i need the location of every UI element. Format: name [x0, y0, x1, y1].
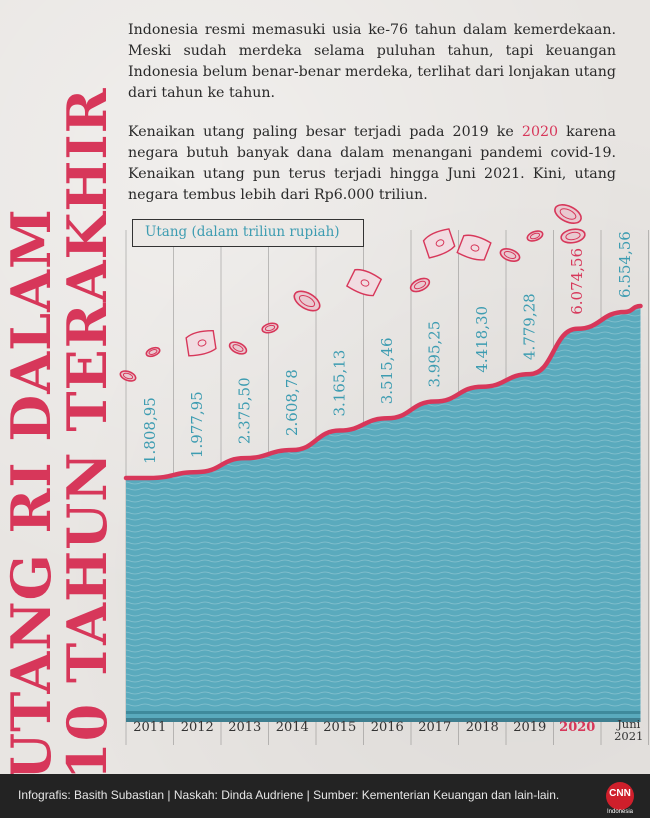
coin-ring — [565, 231, 581, 241]
category-label: 2011 — [133, 720, 166, 735]
banknote-mark — [435, 239, 445, 247]
coin-icon — [261, 322, 279, 334]
coin-face — [560, 228, 586, 244]
cnn-indonesia-logo: CNN Indonesia — [606, 782, 634, 815]
coin-icon — [560, 228, 586, 244]
banknote-body — [456, 234, 492, 261]
coin-ring — [529, 232, 541, 240]
chart-category-labels: 2011 2012 2013 2014 2015 2016 2017 2018 2019 2020… — [133, 717, 643, 743]
value-label: 2.375,50 — [236, 377, 254, 444]
logo-subtext: Indonesia — [606, 809, 634, 815]
category-label: 2013 — [228, 720, 261, 735]
coin-face — [261, 322, 279, 334]
coin-icon — [293, 290, 321, 312]
value-label: 6.074,56 — [568, 248, 586, 315]
chart-value-labels: 1.808,95 1.977,95 2.375,50 2.608,78 3.165,13… — [141, 231, 634, 464]
coin-face — [119, 370, 137, 382]
coin-ring — [232, 344, 244, 352]
value-label: 3.515,46 — [378, 338, 396, 405]
value-label: 4.418,30 — [473, 306, 491, 373]
banknote-mark — [197, 339, 207, 347]
coin-ring — [503, 251, 517, 259]
coin-face — [526, 230, 544, 242]
coin-ring — [148, 349, 158, 355]
banknote-icon — [422, 228, 456, 259]
money-decorations — [119, 204, 586, 382]
logo-text: CNN — [609, 788, 631, 799]
footer-bar: Infografis: Basith Subastian | Naskah: D… — [0, 774, 650, 818]
value-label: 6.554,56 — [616, 231, 634, 298]
coin-face — [409, 277, 431, 293]
value-label: 2.608,78 — [283, 369, 301, 436]
coin-ring — [298, 294, 316, 308]
coin-ring — [413, 280, 427, 290]
value-label: 1.977,95 — [188, 391, 206, 458]
coin-ring — [264, 324, 276, 332]
coin-icon — [228, 341, 248, 355]
coin-icon — [554, 204, 582, 224]
chart-areas — [123, 303, 643, 722]
paragraph2-highlight: 2020 — [521, 124, 559, 140]
category-label: 2018 — [466, 720, 499, 735]
category-label: 2017 — [418, 720, 451, 735]
category-label: 2015 — [323, 720, 356, 735]
category-label: 2016 — [371, 720, 404, 735]
category-label: 2014 — [276, 720, 309, 735]
paragraph2-after: karena negara butuh banyak dana dalam me… — [128, 124, 616, 203]
category-label: Juni — [616, 717, 640, 731]
paragraph2-before: Kenaikan utang paling besar terjadi pada… — [128, 124, 522, 140]
coin-icon — [499, 248, 521, 262]
footer-credits: Infografis: Basith Subastian | Naskah: D… — [18, 788, 560, 802]
banknote-icon — [185, 329, 217, 357]
coin-face — [228, 341, 248, 355]
debt-area-chart: 1.808,95 1.977,95 2.375,50 2.608,78 3.165,13… — [119, 204, 649, 745]
series-line — [123, 303, 643, 481]
coin-icon — [119, 370, 137, 382]
coin-face — [145, 346, 161, 358]
coin-face — [293, 290, 321, 312]
coin-ring — [122, 372, 134, 380]
coin-ring — [559, 208, 577, 220]
intro-paragraph: Indonesia resmi memasuki usia ke-76 tahu… — [128, 22, 616, 101]
pandemic-paragraph: Kenaikan utang paling besar terjadi pada… — [128, 122, 616, 206]
category-label: 2012 — [181, 720, 214, 735]
coin-icon — [526, 230, 544, 242]
banknote-body — [185, 329, 217, 357]
category-label: 2019 — [513, 720, 546, 735]
coin-face — [554, 204, 582, 224]
area-texture — [126, 306, 641, 708]
banknote-body — [345, 268, 383, 297]
banknote-icon — [456, 234, 492, 261]
category-label: 2020 — [559, 720, 595, 735]
coin-face — [499, 248, 521, 262]
coin-icon — [145, 346, 161, 358]
banknote-body — [422, 228, 456, 259]
category-label: 2021 — [614, 729, 643, 743]
value-label: 3.995,25 — [426, 321, 444, 388]
banknote-icon — [345, 268, 383, 297]
chart-legend: Utang (dalam triliun rupiah) — [132, 219, 364, 247]
value-label: 3.165,13 — [331, 350, 349, 417]
value-label: 4.779,28 — [521, 293, 539, 360]
banknote-mark — [470, 244, 480, 252]
value-label: 1.808,95 — [141, 397, 159, 464]
coin-icon — [409, 277, 431, 293]
banknote-mark — [360, 279, 370, 287]
